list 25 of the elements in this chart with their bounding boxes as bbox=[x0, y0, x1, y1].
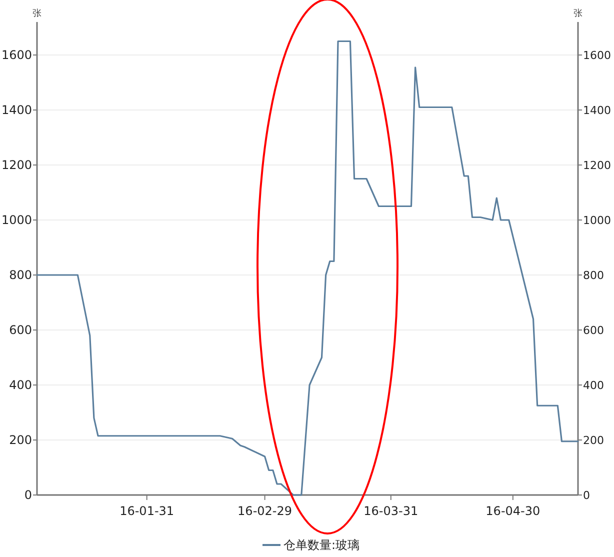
y-tick-label: 0 bbox=[24, 488, 32, 502]
y-tick-label: 1400 bbox=[1, 103, 32, 118]
y-axis-title: 张 bbox=[32, 8, 42, 19]
y2-tick-label: 1400 bbox=[583, 104, 611, 117]
y-tick-label: 1000 bbox=[1, 213, 32, 228]
y-tick-label: 200 bbox=[9, 433, 32, 448]
y2-tick-label: 400 bbox=[583, 378, 604, 392]
y-tick-label: 400 bbox=[9, 378, 32, 392]
y2-tick-label: 600 bbox=[583, 324, 604, 337]
x-tick-label: 16-02-29 bbox=[238, 504, 292, 518]
y2-tick-label: 800 bbox=[583, 268, 604, 282]
y2-tick-label: 1200 bbox=[583, 158, 611, 172]
y-tick-label: 1200 bbox=[1, 158, 32, 172]
y2-axis-title: 张 bbox=[574, 8, 582, 19]
y-tick-label: 800 bbox=[9, 268, 32, 282]
x-tick-label: 16-01-31 bbox=[120, 504, 174, 518]
legend-label: 仓单数量:玻璃 bbox=[284, 538, 360, 552]
y2-tick-label: 1600 bbox=[583, 48, 611, 62]
y2-tick-label: 0 bbox=[583, 488, 590, 502]
x-tick-label: 16-04-30 bbox=[486, 504, 540, 518]
y-tick-label: 600 bbox=[9, 323, 32, 338]
y2-tick-label: 1000 bbox=[583, 214, 611, 227]
y2-tick-label: 200 bbox=[583, 434, 604, 447]
y-tick-label: 1600 bbox=[1, 48, 32, 62]
x-tick-label: 16-03-31 bbox=[364, 504, 418, 518]
